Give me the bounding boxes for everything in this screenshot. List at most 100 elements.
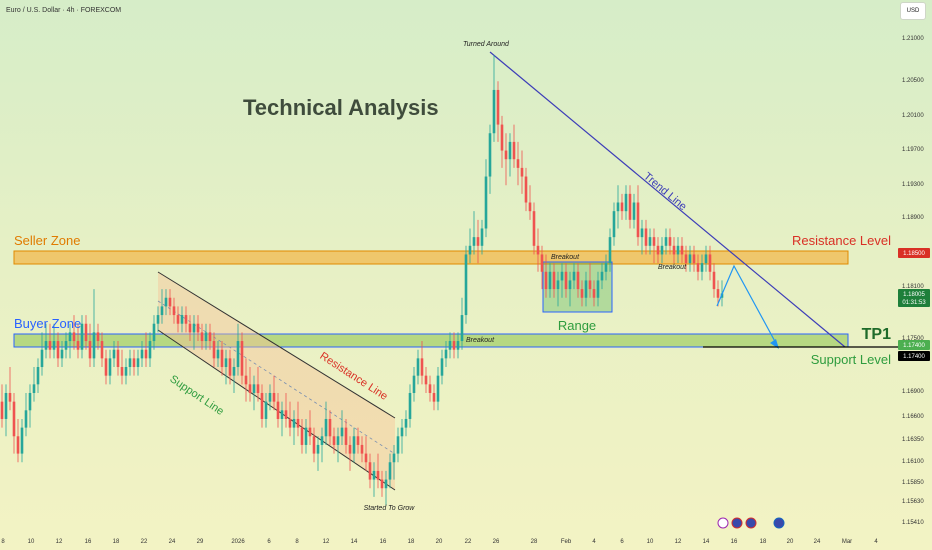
price-tag-bg: [898, 340, 930, 350]
time-tick: 16: [731, 539, 738, 545]
time-tick: 20: [787, 539, 794, 545]
candle-body: [20, 427, 24, 454]
candle-body: [600, 271, 604, 281]
candle-body: [44, 341, 48, 350]
event-icon-2[interactable]: [745, 517, 757, 529]
candle-body: [184, 315, 188, 324]
candle-body: [640, 228, 644, 238]
candle-body: [516, 159, 520, 168]
breakout-label-1: Breakout: [551, 254, 580, 261]
candle-body: [504, 150, 508, 160]
candle-body: [56, 341, 60, 359]
price-tag-bg: [898, 351, 930, 361]
currency-button[interactable]: USD: [900, 2, 926, 20]
candle-body: [520, 167, 524, 177]
time-tick: 12: [323, 539, 330, 545]
candle-body: [208, 332, 212, 342]
candle-body: [292, 418, 296, 428]
candle-body: [564, 271, 568, 290]
candle-body: [688, 254, 692, 264]
candle-body: [712, 271, 716, 290]
candle-body: [268, 392, 272, 402]
event-icon-1[interactable]: [731, 517, 743, 529]
price-tick: 1.15850: [902, 480, 924, 486]
candle-body: [448, 341, 452, 350]
candles-layer: [0, 55, 724, 506]
candle-body: [704, 254, 708, 264]
candle-body: [200, 332, 204, 342]
candle-body: [72, 332, 76, 342]
candle-body: [244, 375, 248, 385]
event-icons[interactable]: [717, 517, 785, 529]
candle-body: [260, 392, 264, 419]
time-tick: 2026: [231, 539, 245, 545]
price-tick: 1.17500: [902, 336, 924, 342]
candle-body: [468, 245, 472, 255]
candle-body: [408, 392, 412, 419]
candle-body: [316, 444, 320, 454]
price-tag-bg: [898, 289, 930, 299]
price-tick: 1.15410: [902, 520, 924, 526]
time-tick: 22: [465, 539, 472, 545]
time-tick: 8: [1, 539, 5, 545]
price-tick: 1.15630: [902, 499, 924, 505]
candle-body: [0, 401, 4, 419]
candle-body: [112, 349, 116, 359]
candle-body: [632, 202, 636, 220]
candle-body: [492, 89, 496, 134]
support-line: [157, 329, 396, 491]
candle-body: [580, 289, 584, 298]
candle-body: [128, 358, 132, 368]
candle-body: [164, 297, 168, 307]
candle-body: [248, 384, 252, 393]
candle-body: [500, 124, 504, 151]
time-tick: 6: [267, 539, 271, 545]
candle-body: [192, 323, 196, 333]
candle-body: [124, 367, 128, 376]
candle-body: [144, 349, 148, 359]
candle-body: [604, 263, 608, 272]
time-axis[interactable]: 8 10 12 16 18 22 24 29 2026 6 8 12 14 16 18 20 22 26 28 Feb…: [1, 539, 878, 545]
buyer-zone-label: Buyer Zone: [14, 316, 81, 331]
time-tick: 12: [56, 539, 63, 545]
candle-body: [284, 410, 288, 419]
candle-body: [472, 237, 476, 246]
price-tick: 1.18900: [902, 215, 924, 221]
candle-body: [452, 341, 456, 350]
candle-body: [28, 392, 32, 411]
candle-body: [224, 358, 228, 368]
price-tag-label: 1.17400: [903, 354, 925, 360]
time-tick: 16: [380, 539, 387, 545]
time-tick: Mar: [842, 539, 852, 545]
candle-body: [288, 418, 292, 428]
price-axis[interactable]: 1.21000 1.20500 1.20100 1.19700 1.19300 1.189…: [902, 36, 924, 526]
candle-body: [672, 245, 676, 255]
candle-body: [76, 341, 80, 350]
candle-body: [360, 444, 364, 454]
candle-body: [120, 367, 124, 376]
candle-body: [612, 211, 616, 238]
event-icon-3[interactable]: [773, 517, 785, 529]
seller-zone: [13, 250, 849, 265]
candle-body: [352, 436, 356, 454]
price-tick: 1.19300: [902, 182, 924, 188]
candle-body: [628, 193, 632, 220]
candle-body: [212, 341, 216, 359]
candle-body: [84, 323, 88, 342]
candle-body: [708, 254, 712, 272]
candle-body: [532, 211, 536, 246]
candle-body: [512, 141, 516, 160]
candle-body: [524, 176, 528, 203]
candle-body: [548, 271, 552, 290]
candle-body: [136, 358, 140, 368]
candle-body: [392, 453, 396, 463]
lightning-icon[interactable]: [717, 517, 729, 529]
candle-body: [132, 358, 136, 368]
candle-body: [456, 341, 460, 350]
candle-body: [100, 341, 104, 359]
candle-body: [416, 358, 420, 376]
candle-body: [216, 349, 220, 359]
candle-body: [608, 237, 612, 264]
candle-body: [52, 341, 56, 350]
